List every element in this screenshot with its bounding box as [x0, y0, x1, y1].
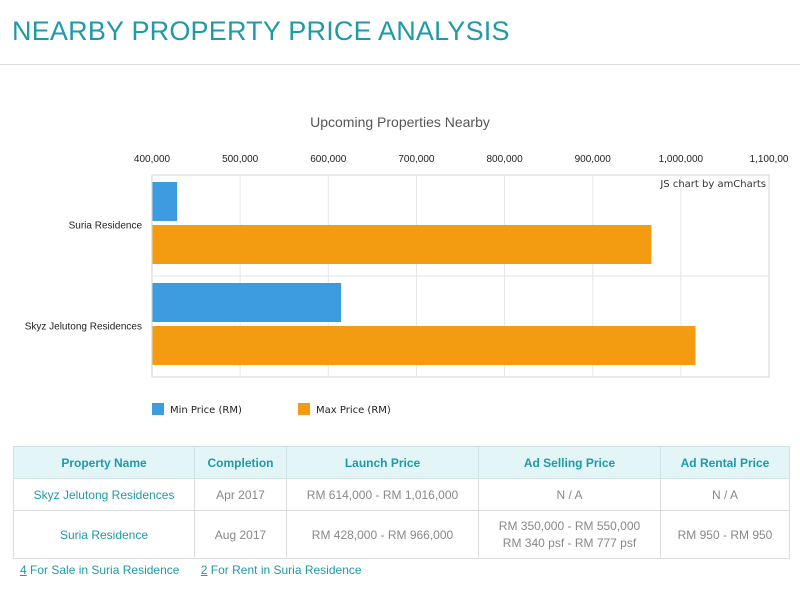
price-chart: Upcoming Properties Nearby 400,000 500,000… — [25, 114, 789, 416]
bar-max-price — [152, 326, 696, 365]
header-completion: Completion — [194, 446, 287, 479]
for-sale-link[interactable]: 4 For Sale in Suria Residence — [20, 563, 179, 577]
table-row: Suria Residence Aug 2017 RM 428,000 - RM… — [13, 510, 790, 559]
x-tick-label: 600,000 — [310, 154, 347, 165]
header-ad-rental-price: Ad Rental Price — [660, 446, 790, 479]
header-property-name: Property Name — [13, 446, 195, 479]
selling-price-range: RM 350,000 - RM 550,000 — [498, 518, 641, 533]
launch-price-cell: RM 614,000 - RM 1,016,000 — [286, 478, 479, 511]
page-title: NEARBY PROPERTY PRICE ANALYSIS — [12, 16, 510, 46]
x-tick-label: 1,000,000 — [659, 154, 704, 165]
for-rent-text: For Rent in Suria Residence — [207, 563, 362, 577]
ad-selling-price-cell: RM 350,000 - RM 550,000 RM 340 psf - RM … — [478, 510, 661, 559]
bar-max-price — [152, 225, 652, 264]
page-header: NEARBY PROPERTY PRICE ANALYSIS — [0, 0, 800, 65]
chart-title: Upcoming Properties Nearby — [310, 114, 490, 130]
selling-price-psf: RM 340 psf - RM 777 psf — [502, 535, 637, 550]
chart-credit: JS chart by amCharts — [659, 179, 766, 190]
legend-label: Min Price (RM) — [170, 405, 242, 416]
listing-links: 4 For Sale in Suria Residence 2 For Rent… — [20, 563, 380, 577]
launch-price-cell: RM 428,000 - RM 966,000 — [286, 510, 479, 559]
header-ad-selling-price: Ad Selling Price — [478, 446, 661, 479]
legend-swatch — [298, 403, 310, 415]
property-name-link[interactable]: Skyz Jelutong Residences — [13, 478, 195, 511]
category-label: Suria Residence — [69, 221, 143, 232]
x-tick-label: 1,100,00 — [750, 154, 789, 165]
for-sale-count: 4 — [20, 563, 27, 577]
ad-selling-price-cell: N / A — [478, 478, 661, 511]
for-rent-link[interactable]: 2 For Rent in Suria Residence — [201, 563, 362, 577]
property-table-wrapper: Property Name Completion Launch Price Ad… — [13, 446, 790, 559]
x-tick-label: 400,000 — [134, 154, 171, 165]
for-rent-count: 2 — [200, 563, 208, 577]
completion-cell: Apr 2017 — [194, 478, 287, 511]
x-tick-label: 800,000 — [486, 154, 523, 165]
bar-min-price — [152, 182, 178, 221]
table-row: Skyz Jelutong Residences Apr 2017 RM 614… — [13, 478, 790, 511]
property-name-link[interactable]: Suria Residence — [13, 510, 195, 559]
header-launch-price: Launch Price — [286, 446, 479, 479]
category-label: Skyz Jelutong Residences — [25, 322, 142, 333]
property-table: Property Name Completion Launch Price Ad… — [13, 446, 790, 559]
ad-rental-price-cell: RM 950 - RM 950 — [660, 510, 790, 559]
x-tick-label: 900,000 — [575, 154, 612, 165]
legend-swatch — [152, 403, 164, 415]
x-tick-label: 500,000 — [222, 154, 259, 165]
completion-cell: Aug 2017 — [194, 510, 287, 559]
x-tick-label: 700,000 — [398, 154, 435, 165]
ad-rental-price-cell: N / A — [660, 478, 790, 511]
legend-label: Max Price (RM) — [316, 405, 391, 416]
bar-min-price — [152, 283, 342, 322]
table-header-row: Property Name Completion Launch Price Ad… — [13, 446, 790, 479]
for-sale-text: For Sale in Suria Residence — [26, 563, 180, 577]
